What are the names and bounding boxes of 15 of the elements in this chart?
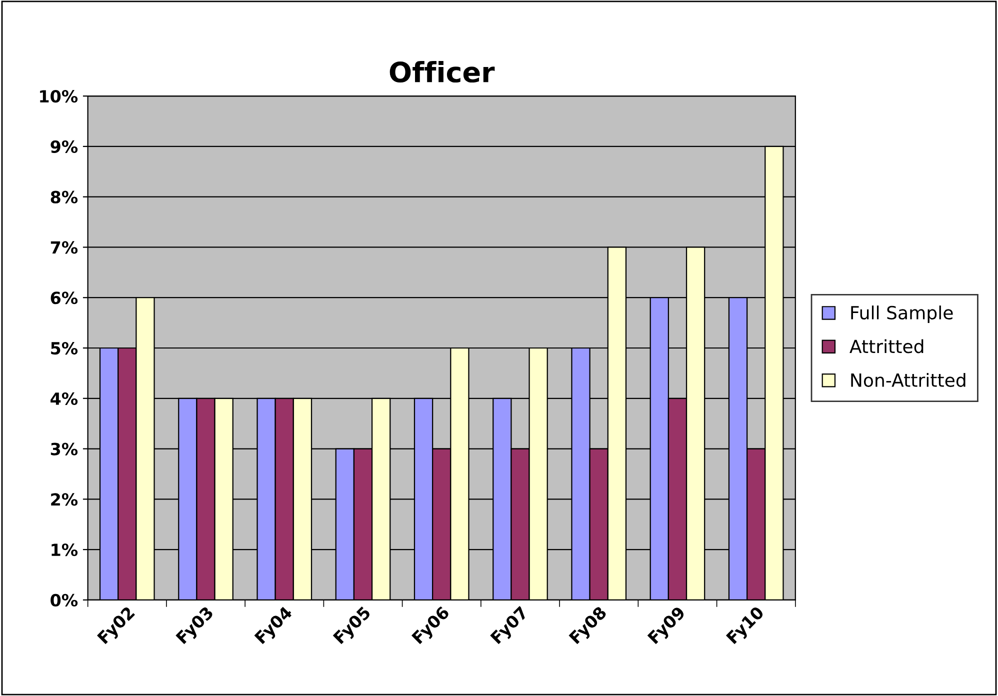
y-tick-label: 3% [50,442,78,456]
y-tick-label: 8% [50,190,78,204]
y-tick-label: 2% [51,493,78,506]
legend-label: Attritted [850,339,924,354]
y-tick-label: 4% [50,392,78,405]
y-tick-label: 0% [50,594,78,607]
y-tick-label: 1% [52,544,78,556]
chart-title: Officer [390,61,495,83]
y-tick-label: 5% [51,342,78,355]
y-tick-label: 9% [50,140,78,154]
y-tick-label: 10% [40,90,78,103]
legend-label: Non-Attritted [851,372,966,387]
y-tick-label: 7% [50,241,78,254]
y-tick-label: 6% [50,292,78,304]
legend-label: Full Sample [851,306,953,324]
